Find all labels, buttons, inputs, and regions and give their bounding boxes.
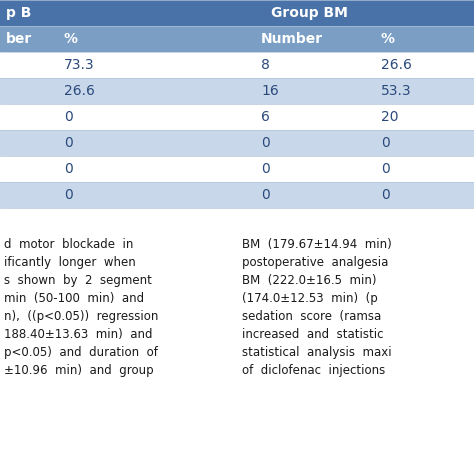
Text: 188.40±13.63  min)  and: 188.40±13.63 min) and [4,328,153,341]
Text: sedation  score  (ramsa: sedation score (ramsa [242,310,381,323]
Bar [255,26,375,52]
Text: 53.3: 53.3 [381,84,411,98]
Bar [255,52,375,78]
Text: 26.6: 26.6 [381,58,412,72]
Text: 0: 0 [261,162,270,176]
Bar [145,78,255,104]
Text: 73.3: 73.3 [64,58,95,72]
Bar [0,0,145,26]
Text: BM  (179.67±14.94  min): BM (179.67±14.94 min) [242,238,392,251]
Text: Group BM: Group BM [271,6,348,20]
Bar [0,26,58,52]
Text: %: % [64,32,78,46]
Bar [58,156,145,182]
Text: min  (50-100  min)  and: min (50-100 min) and [4,292,144,305]
Text: Number: Number [261,32,323,46]
Text: %: % [381,32,395,46]
Bar [145,156,255,182]
Bar [375,182,474,208]
Text: 0: 0 [64,188,73,202]
Bar [145,52,255,78]
Bar [58,130,145,156]
Bar [145,182,255,208]
Text: 0: 0 [381,162,390,176]
Bar [0,130,58,156]
Bar [375,52,474,78]
Text: 16: 16 [261,84,279,98]
Text: statistical  analysis  maxi: statistical analysis maxi [242,346,392,359]
Text: 0: 0 [261,188,270,202]
Bar [145,104,255,130]
Bar [0,52,58,78]
Text: n),  ((p<0.05))  regression: n), ((p<0.05)) regression [4,310,158,323]
Text: ber: ber [6,32,32,46]
Text: increased  and  statistic: increased and statistic [242,328,383,341]
Text: p<0.05)  and  duration  of: p<0.05) and duration of [4,346,158,359]
Bar [58,26,145,52]
Bar [145,130,255,156]
Text: ificantly  longer  when: ificantly longer when [4,256,136,269]
Bar [0,208,474,474]
Bar [0,104,58,130]
Bar [0,156,58,182]
Bar [145,26,255,52]
Text: BM  (222.0±16.5  min): BM (222.0±16.5 min) [242,274,376,287]
Text: (174.0±12.53  min)  (p: (174.0±12.53 min) (p [242,292,378,305]
Bar [58,104,145,130]
Bar [145,0,474,26]
Text: 0: 0 [261,136,270,150]
Text: d  motor  blockade  in: d motor blockade in [4,238,133,251]
Bar [255,182,375,208]
Text: s  shown  by  2  segment: s shown by 2 segment [4,274,152,287]
Bar [0,182,58,208]
Bar [58,52,145,78]
Text: ±10.96  min)  and  group: ±10.96 min) and group [4,364,154,377]
Text: 8: 8 [261,58,270,72]
Bar [255,156,375,182]
Bar [375,156,474,182]
Bar [255,130,375,156]
Text: 20: 20 [381,110,399,124]
Bar [58,78,145,104]
Bar [375,26,474,52]
Bar [375,130,474,156]
Text: 0: 0 [64,162,73,176]
Text: 0: 0 [64,136,73,150]
Bar [0,78,58,104]
Bar [58,182,145,208]
Bar [375,104,474,130]
Text: 0: 0 [381,136,390,150]
Text: 6: 6 [261,110,270,124]
Bar [255,78,375,104]
Text: 26.6: 26.6 [64,84,95,98]
Text: of  diclofenac  injections: of diclofenac injections [242,364,385,377]
Text: 0: 0 [381,188,390,202]
Text: postoperative  analgesia: postoperative analgesia [242,256,388,269]
Text: 0: 0 [64,110,73,124]
Bar [375,78,474,104]
Bar [255,104,375,130]
Text: p B: p B [6,6,31,20]
